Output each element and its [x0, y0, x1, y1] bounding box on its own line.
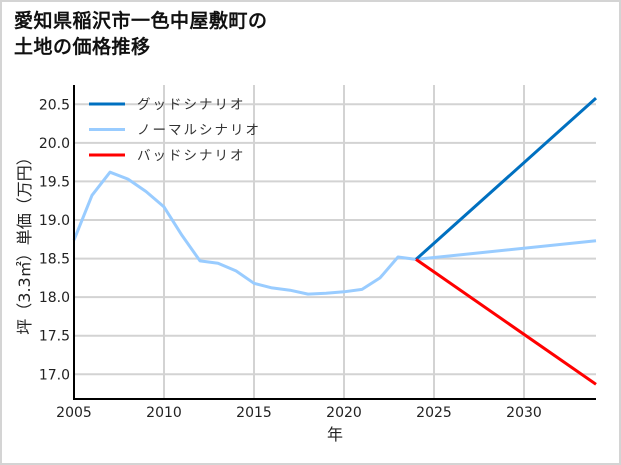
x-tick-label: 2025: [416, 405, 452, 421]
y-tick-label: 18.5: [39, 252, 70, 268]
tick-labels: 2005 2010 2015 2020 2025 2030 17.0 17.5 18.0 18.5…: [39, 97, 542, 421]
y-tick-label: 17.5: [39, 329, 70, 345]
y-axis-label: 坪（3.3㎡）単価（万円）: [15, 149, 34, 334]
x-tick-label: 2020: [326, 405, 362, 421]
series-line: [72, 170, 597, 296]
legend-label: ノーマルシナリオ: [137, 123, 261, 139]
y-tick-label: 18.0: [39, 290, 70, 306]
title-line-2: 土地の価格推移: [14, 36, 151, 58]
gridlines: [73, 85, 596, 399]
y-tick-label: 20.5: [39, 97, 70, 113]
x-tick-label: 2030: [506, 405, 542, 421]
series-line: [415, 258, 597, 386]
y-tick-label: 19.0: [39, 213, 70, 229]
y-tick-label: 17.0: [39, 367, 70, 383]
x-tick-label: 2015: [236, 405, 272, 421]
axes: [73, 85, 596, 400]
legend-label: バッドシナリオ: [137, 148, 246, 164]
series-line: [414, 96, 598, 261]
chart-title: 愛知県稲沢市一色中屋敷町の 土地の価格推移: [14, 8, 268, 60]
y-tick-label: 19.5: [39, 174, 70, 190]
legend-label: グッドシナリオ: [137, 97, 246, 113]
x-axis-label: 年: [327, 425, 343, 444]
y-tick-label: 20.0: [39, 136, 70, 152]
x-tick-label: 2010: [146, 405, 182, 421]
x-tick-label: 2005: [56, 405, 92, 421]
series-lines: [72, 96, 598, 386]
title-line-1: 愛知県稲沢市一色中屋敷町の: [14, 10, 268, 32]
